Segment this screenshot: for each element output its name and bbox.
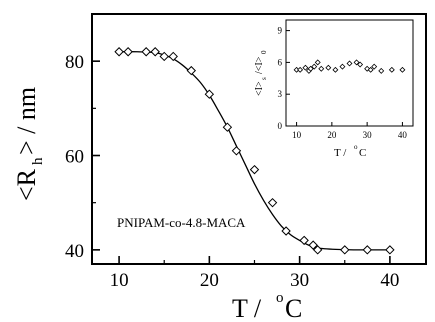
inset-data-point <box>332 66 339 73</box>
data-point <box>308 240 318 250</box>
inset-x-label-t: T / <box>334 147 347 159</box>
x-axis-label-t: T / <box>232 294 262 322</box>
data-point <box>299 235 309 246</box>
data-point <box>168 51 178 62</box>
inset-data-point <box>297 66 304 73</box>
inset-y-label-slash: /<I> <box>254 56 265 74</box>
inset-x-tick-label: 20 <box>327 130 337 140</box>
y-tick-label: 80 <box>65 52 84 73</box>
inset-data-point <box>399 66 406 73</box>
x-tick-label: 20 <box>200 270 219 291</box>
inset-data-point <box>318 65 325 72</box>
inset-y-tick-label: 0 <box>278 121 283 131</box>
inset-x-label-c: C <box>359 147 366 159</box>
data-point <box>267 197 278 208</box>
data-point <box>159 51 169 62</box>
inset-data-point <box>371 63 378 70</box>
inset-y-tick-label: 3 <box>278 89 283 99</box>
data-point <box>204 89 215 99</box>
inset-data-point <box>364 65 371 72</box>
main-data-points <box>114 47 395 255</box>
inset-data-point <box>311 63 318 70</box>
y-axis-label: <R h > / nm <box>12 87 46 201</box>
data-point <box>186 65 197 76</box>
data-point <box>222 122 233 132</box>
inset-x-axis-label: T / o C <box>334 143 366 159</box>
data-point <box>362 245 373 255</box>
x-tick-label: 40 <box>380 270 399 291</box>
inset-data-point <box>339 63 346 70</box>
data-point <box>123 47 133 57</box>
inset-data-point <box>388 66 395 73</box>
data-point <box>114 47 124 57</box>
x-axis-label-degree: o <box>276 290 284 306</box>
inset-y-label-num: <I> <box>254 81 265 96</box>
x-axis-label: T / o C <box>232 290 302 322</box>
y-axis-label-rest: > / nm <box>12 87 41 155</box>
inset-data-point <box>325 64 332 71</box>
data-point <box>281 226 291 236</box>
y-axis-label-r: <R <box>12 168 41 201</box>
main-x-ticks: 10 20 30 40 <box>110 256 399 291</box>
x-tick-label: 10 <box>110 270 129 291</box>
data-point <box>249 164 260 175</box>
sample-annotation: PNIPAM-co-4.8-MACA <box>117 215 246 230</box>
inset-y-tick-label: 9 <box>278 26 283 36</box>
y-tick-label: 60 <box>65 147 84 168</box>
inset-y-label-sub-0: 0 <box>260 50 268 54</box>
inset-x-ticks: 10 20 30 40 <box>292 122 407 140</box>
inset-data-point <box>314 59 321 66</box>
inset-data-points <box>293 59 406 74</box>
y-tick-label: 40 <box>65 241 84 262</box>
data-point <box>141 47 151 57</box>
x-axis-label-c: C <box>285 294 302 322</box>
inset-plot: 0 3 6 9 10 20 30 40 T / o C <I> s /<I> 0 <box>254 19 414 159</box>
inset-x-tick-label: 30 <box>363 130 373 140</box>
data-point <box>150 47 160 57</box>
inset-data-point <box>346 60 353 67</box>
inset-x-label-degree: o <box>354 143 358 151</box>
inset-plot-frame <box>285 19 414 127</box>
inset-data-point <box>302 64 309 71</box>
data-point <box>385 245 395 255</box>
inset-data-point <box>357 61 364 68</box>
inset-data-point <box>378 67 385 74</box>
inset-data-point <box>353 59 360 66</box>
inset-data-point <box>307 65 314 72</box>
inset-y-axis-label: <I> s /<I> 0 <box>254 50 268 96</box>
x-tick-label: 30 <box>290 270 309 291</box>
main-plot-frame <box>91 13 427 265</box>
main-y-ticks: 40 60 80 <box>65 13 100 262</box>
inset-y-ticks: 0 3 6 9 <box>278 26 290 131</box>
data-point <box>340 245 350 255</box>
inset-x-tick-label: 10 <box>292 130 302 140</box>
inset-y-label-sub-s: s <box>260 77 268 80</box>
inset-y-tick-label: 6 <box>278 57 283 67</box>
data-point <box>312 245 323 255</box>
data-point <box>231 146 242 156</box>
inset-data-point <box>367 66 374 73</box>
inset-x-tick-label: 40 <box>398 130 408 140</box>
y-axis-label-subscript: h <box>30 157 46 165</box>
